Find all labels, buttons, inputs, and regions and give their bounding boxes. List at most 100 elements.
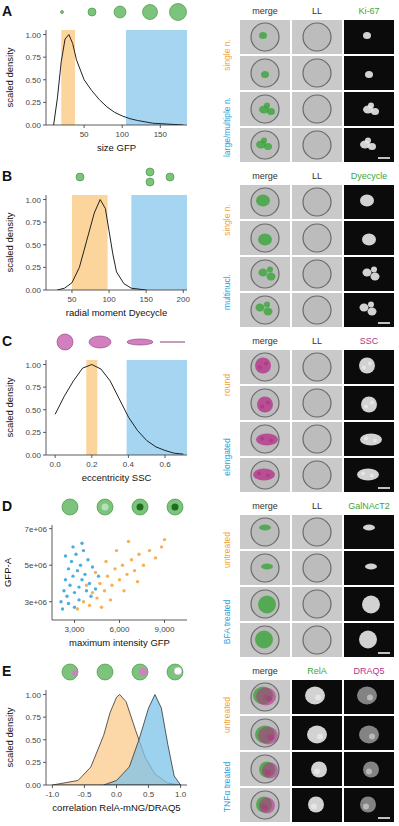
- image-blob: [367, 695, 373, 701]
- panel-0: A0.000.250.500.751.0050100150size GFPsca…: [2, 3, 394, 162]
- cell-outline: [251, 95, 279, 123]
- image-tile: [292, 680, 342, 714]
- image-blob: [368, 362, 372, 366]
- image-tile: [292, 422, 342, 456]
- cell-outline: [251, 461, 279, 489]
- cell-outline: [303, 23, 331, 51]
- icon: [72, 670, 78, 676]
- image-blob: [264, 308, 273, 316]
- image-blob: [256, 304, 265, 312]
- image-blob: [317, 734, 323, 740]
- image-tile: [344, 623, 394, 657]
- scatter-point: [100, 606, 103, 609]
- x-tick: [122, 125, 123, 128]
- y-tick: [43, 34, 46, 35]
- y-axis-line: [46, 690, 47, 785]
- cell-outline: [251, 590, 279, 618]
- scatter-point: [94, 571, 97, 574]
- scatter-point: [85, 589, 88, 592]
- cell-outline: [303, 626, 331, 654]
- image-tile: [344, 128, 394, 162]
- y-tick: [43, 125, 46, 126]
- icon: [114, 6, 126, 18]
- cell-outline: [303, 260, 331, 288]
- cell-outline: [303, 188, 331, 216]
- image-tile: [344, 680, 394, 714]
- image-tile: [344, 92, 394, 126]
- icon: [143, 5, 158, 20]
- image-blob: [359, 726, 379, 744]
- image-blob: [363, 804, 369, 810]
- image-column-header: LL: [312, 336, 322, 346]
- cell-outline: [251, 791, 279, 819]
- image-tile: [240, 788, 290, 822]
- image-tile: [292, 752, 342, 786]
- image-column-header: GalNAcT2: [348, 501, 390, 511]
- scatter-point: [61, 607, 64, 610]
- scale-bar: [378, 652, 390, 654]
- scatter-point: [80, 542, 83, 545]
- scale-bar: [378, 157, 390, 159]
- cell-outline: [251, 188, 279, 216]
- image-blob: [259, 269, 268, 277]
- icon: [170, 4, 187, 21]
- image-tile: [240, 185, 290, 219]
- scatter-point: [118, 578, 121, 581]
- image-blob: [260, 405, 264, 409]
- scatter-point: [130, 558, 133, 561]
- y-tick: [43, 57, 46, 58]
- x-tick-label: 0.6: [159, 460, 171, 469]
- scatter-point: [79, 563, 82, 566]
- panel-letter: A: [2, 3, 12, 19]
- x-tick-label: 9,000: [154, 625, 175, 634]
- scatter-point: [133, 569, 136, 572]
- image-blob: [369, 734, 375, 740]
- image-blob: [361, 472, 365, 476]
- image-blob: [370, 474, 374, 478]
- y-tick: [43, 102, 46, 103]
- x-tick-label: 200: [177, 295, 191, 304]
- image-blob: [364, 437, 368, 441]
- cell-outline: [251, 755, 279, 783]
- image-tile: [344, 350, 394, 384]
- scatter-point: [106, 574, 109, 577]
- image-tile: [240, 716, 290, 750]
- x-tick: [84, 785, 85, 788]
- image-tile: [292, 56, 342, 90]
- icon: [132, 664, 148, 680]
- y-tick-label: 0.75: [25, 383, 41, 392]
- cell-outline: [251, 59, 279, 87]
- scatter-point: [94, 587, 97, 590]
- panel-letter: D: [2, 498, 12, 514]
- x-axis-label: radial moment Dyecycle: [66, 307, 167, 318]
- icon: [62, 664, 78, 680]
- scatter-point: [83, 573, 86, 576]
- panel-1: B0.000.250.500.751.0050100150200radial m…: [2, 168, 394, 327]
- cell-outline: [303, 590, 331, 618]
- image-tile: [344, 587, 394, 621]
- x-tick-label: 0.2: [86, 460, 98, 469]
- scatter-point: [89, 595, 92, 598]
- scatter-point: [82, 549, 85, 552]
- x-tick: [119, 620, 120, 623]
- scatter-point: [70, 560, 73, 563]
- image-blob: [308, 797, 324, 813]
- image-column-header: merge: [252, 171, 278, 181]
- y-tick-label: 0.50: [25, 241, 41, 250]
- image-blob: [259, 525, 271, 531]
- x-tick: [165, 455, 166, 458]
- image-blob: [311, 762, 327, 778]
- panel-letter: B: [2, 168, 12, 184]
- scatter-point: [122, 589, 125, 592]
- highlight-band: [131, 195, 187, 290]
- scatter-point: [76, 607, 79, 610]
- icon: [172, 504, 179, 511]
- y-tick: [43, 364, 46, 365]
- y-axis-line: [52, 525, 53, 620]
- icon: [167, 664, 183, 680]
- image-row-label: single n.: [222, 204, 232, 236]
- x-axis-label: maximum intensity GFP: [69, 637, 170, 648]
- image-blob: [314, 769, 320, 775]
- image-tile: [240, 257, 290, 291]
- image-tile: [292, 788, 342, 822]
